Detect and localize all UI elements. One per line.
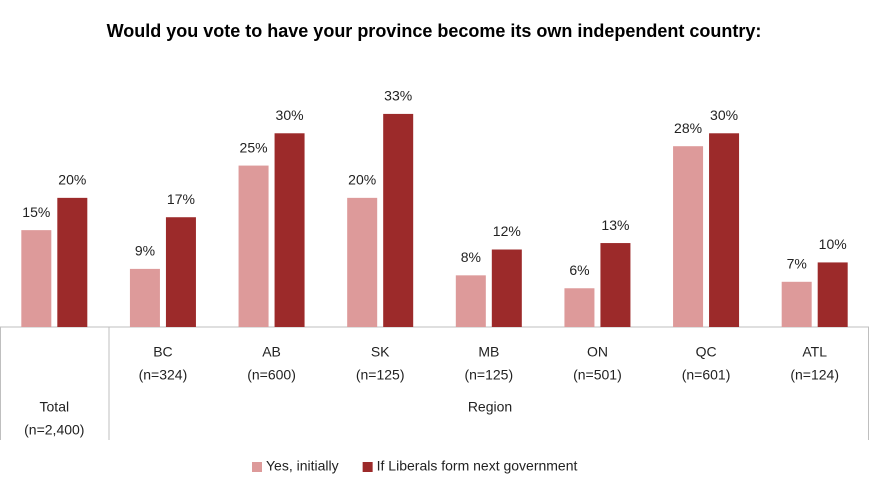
legend-label: Yes, initially xyxy=(266,458,339,474)
legend-swatch xyxy=(252,462,262,472)
bar xyxy=(781,281,812,327)
bar xyxy=(817,262,848,327)
data-label: 8% xyxy=(461,249,481,265)
data-label: 15% xyxy=(22,204,50,220)
bar xyxy=(673,146,704,327)
bar xyxy=(709,133,740,327)
x-tick-label: BC xyxy=(153,344,172,360)
data-label: 20% xyxy=(58,172,86,188)
bar xyxy=(274,133,305,327)
bar xyxy=(491,249,522,327)
data-label: 33% xyxy=(384,88,412,104)
x-tick-label: ATL xyxy=(802,344,827,360)
data-label: 6% xyxy=(569,262,589,278)
data-label: 12% xyxy=(493,223,521,239)
legend-label: If Liberals form next government xyxy=(377,458,578,474)
x-tick-sublabel: (n=2,400) xyxy=(24,422,84,438)
x-tick-label: SK xyxy=(371,344,390,360)
x-tick-sublabel: (n=125) xyxy=(356,367,405,383)
data-label: 13% xyxy=(601,217,629,233)
data-label: 10% xyxy=(819,236,847,252)
x-tick-label: ON xyxy=(587,344,608,360)
bar xyxy=(347,197,378,327)
bar xyxy=(383,113,414,328)
data-label: 20% xyxy=(348,172,376,188)
x-tick-label: QC xyxy=(696,344,717,360)
bar xyxy=(600,243,631,327)
bar xyxy=(129,268,160,327)
group-label: Region xyxy=(468,399,512,415)
data-label: 17% xyxy=(167,191,195,207)
x-tick-sublabel: (n=125) xyxy=(464,367,513,383)
data-label: 9% xyxy=(135,243,155,259)
x-tick-label: AB xyxy=(262,344,281,360)
x-tick-sublabel: (n=501) xyxy=(573,367,622,383)
x-tick-sublabel: (n=600) xyxy=(247,367,296,383)
x-tick-sublabel: (n=324) xyxy=(139,367,188,383)
data-label: 7% xyxy=(787,256,807,272)
data-label: 25% xyxy=(240,139,268,155)
data-label: 30% xyxy=(710,107,738,123)
bar xyxy=(21,230,52,327)
bar xyxy=(57,197,88,327)
x-tick-label: Total xyxy=(40,399,70,415)
x-tick-sublabel: (n=601) xyxy=(682,367,731,383)
bar xyxy=(165,217,196,327)
legend-swatch xyxy=(362,462,373,472)
data-label: 28% xyxy=(674,120,702,136)
bar xyxy=(455,275,486,327)
x-tick-sublabel: (n=124) xyxy=(790,367,839,383)
bar xyxy=(564,288,595,327)
chart-title: Would you vote to have your province bec… xyxy=(107,21,762,41)
data-label: 30% xyxy=(276,107,304,123)
bar xyxy=(238,165,269,327)
x-tick-label: MB xyxy=(478,344,499,360)
